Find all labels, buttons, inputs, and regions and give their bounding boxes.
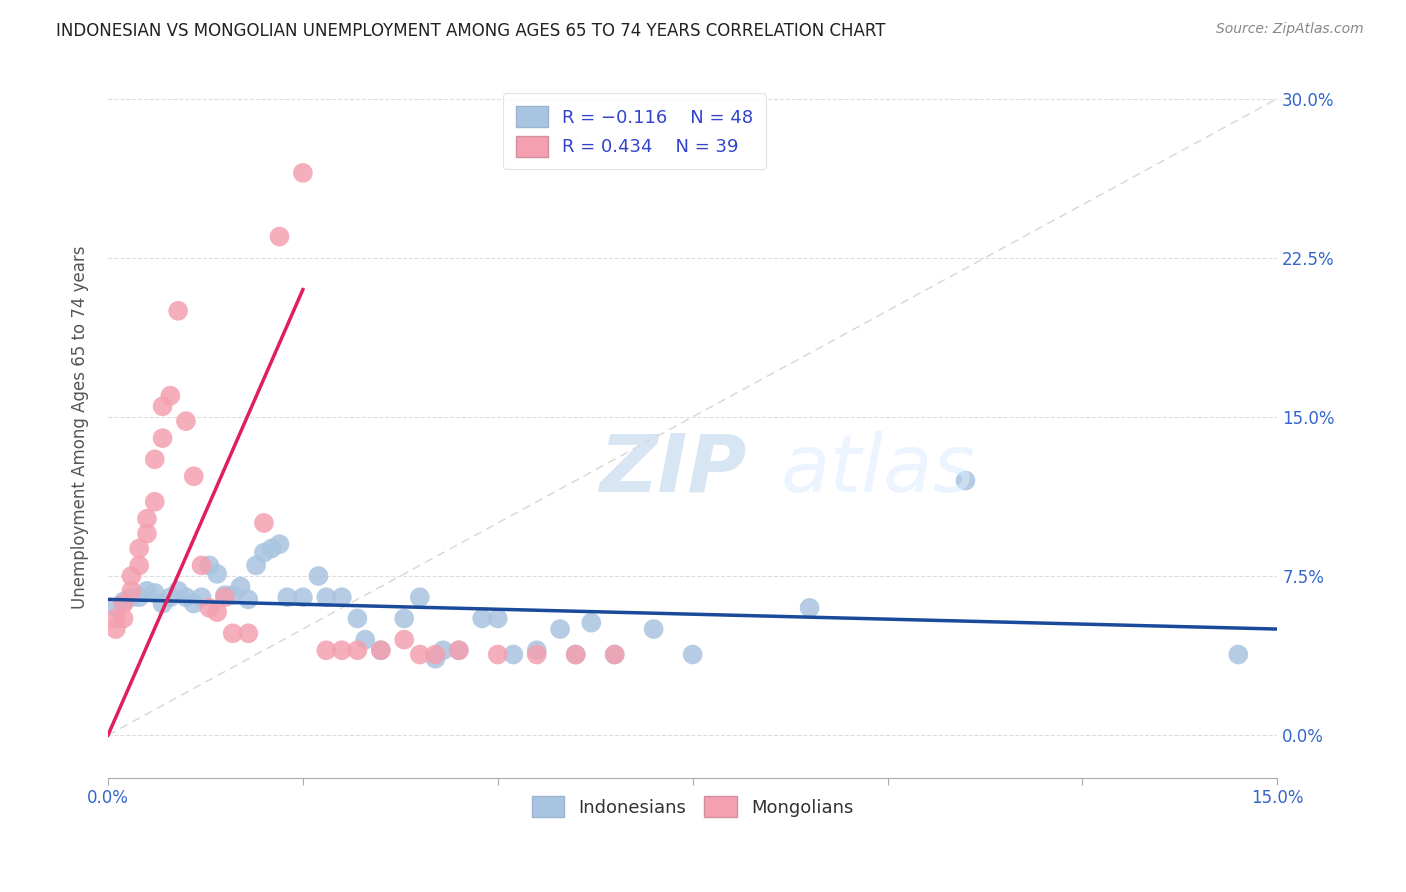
Text: ZIP: ZIP — [599, 431, 747, 508]
Point — [143, 586, 166, 600]
Point — [174, 414, 197, 428]
Point — [238, 626, 260, 640]
Point — [136, 583, 159, 598]
Point — [330, 591, 353, 605]
Point — [152, 431, 174, 445]
Point — [120, 583, 142, 598]
Point — [143, 452, 166, 467]
Point — [245, 558, 267, 573]
Point — [330, 643, 353, 657]
Point — [409, 648, 432, 662]
Point — [447, 643, 470, 657]
Point — [291, 591, 314, 605]
Point — [486, 611, 509, 625]
Point — [174, 591, 197, 605]
Point — [354, 632, 377, 647]
Point — [370, 643, 392, 657]
Point — [526, 648, 548, 662]
Point — [104, 622, 127, 636]
Point — [152, 399, 174, 413]
Point — [315, 643, 337, 657]
Point — [120, 591, 142, 605]
Point — [205, 566, 228, 581]
Point — [603, 648, 626, 662]
Point — [392, 611, 415, 625]
Point — [502, 648, 524, 662]
Point — [392, 632, 415, 647]
Point — [167, 303, 190, 318]
Point — [643, 622, 665, 636]
Point — [432, 643, 454, 657]
Y-axis label: Unemployment Among Ages 65 to 74 years: Unemployment Among Ages 65 to 74 years — [72, 246, 89, 609]
Point — [128, 591, 150, 605]
Point — [190, 558, 212, 573]
Point — [198, 558, 221, 573]
Point — [682, 648, 704, 662]
Text: INDONESIAN VS MONGOLIAN UNEMPLOYMENT AMONG AGES 65 TO 74 YEARS CORRELATION CHART: INDONESIAN VS MONGOLIAN UNEMPLOYMENT AMO… — [56, 22, 886, 40]
Point — [526, 643, 548, 657]
Point — [190, 591, 212, 605]
Point — [564, 648, 586, 662]
Point — [260, 541, 283, 556]
Point — [238, 592, 260, 607]
Point — [308, 569, 330, 583]
Point — [229, 580, 252, 594]
Point — [370, 643, 392, 657]
Point — [128, 541, 150, 556]
Point — [253, 516, 276, 530]
Point — [603, 648, 626, 662]
Point — [315, 591, 337, 605]
Point — [955, 474, 977, 488]
Point — [214, 588, 236, 602]
Point — [291, 166, 314, 180]
Point — [112, 594, 135, 608]
Point — [409, 591, 432, 605]
Point — [548, 622, 571, 636]
Point — [269, 537, 291, 551]
Point — [159, 389, 181, 403]
Point — [128, 558, 150, 573]
Point — [471, 611, 494, 625]
Point — [581, 615, 603, 630]
Point — [183, 469, 205, 483]
Point — [136, 526, 159, 541]
Point — [120, 569, 142, 583]
Point — [159, 591, 181, 605]
Legend: Indonesians, Mongolians: Indonesians, Mongolians — [524, 789, 860, 824]
Text: Source: ZipAtlas.com: Source: ZipAtlas.com — [1216, 22, 1364, 37]
Point — [253, 546, 276, 560]
Text: atlas: atlas — [780, 431, 976, 508]
Point — [222, 588, 245, 602]
Point — [486, 648, 509, 662]
Point — [425, 648, 447, 662]
Point — [346, 643, 368, 657]
Point — [205, 605, 228, 619]
Point — [1227, 648, 1250, 662]
Point — [447, 643, 470, 657]
Point — [104, 611, 127, 625]
Point — [183, 597, 205, 611]
Point — [799, 600, 821, 615]
Point — [425, 652, 447, 666]
Point — [167, 583, 190, 598]
Point — [152, 597, 174, 611]
Point — [222, 626, 245, 640]
Point — [276, 591, 298, 605]
Point — [346, 611, 368, 625]
Point — [104, 600, 127, 615]
Point — [112, 597, 135, 611]
Point — [143, 495, 166, 509]
Point — [112, 611, 135, 625]
Point — [564, 648, 586, 662]
Point — [198, 600, 221, 615]
Point — [136, 512, 159, 526]
Point — [214, 591, 236, 605]
Point — [269, 229, 291, 244]
